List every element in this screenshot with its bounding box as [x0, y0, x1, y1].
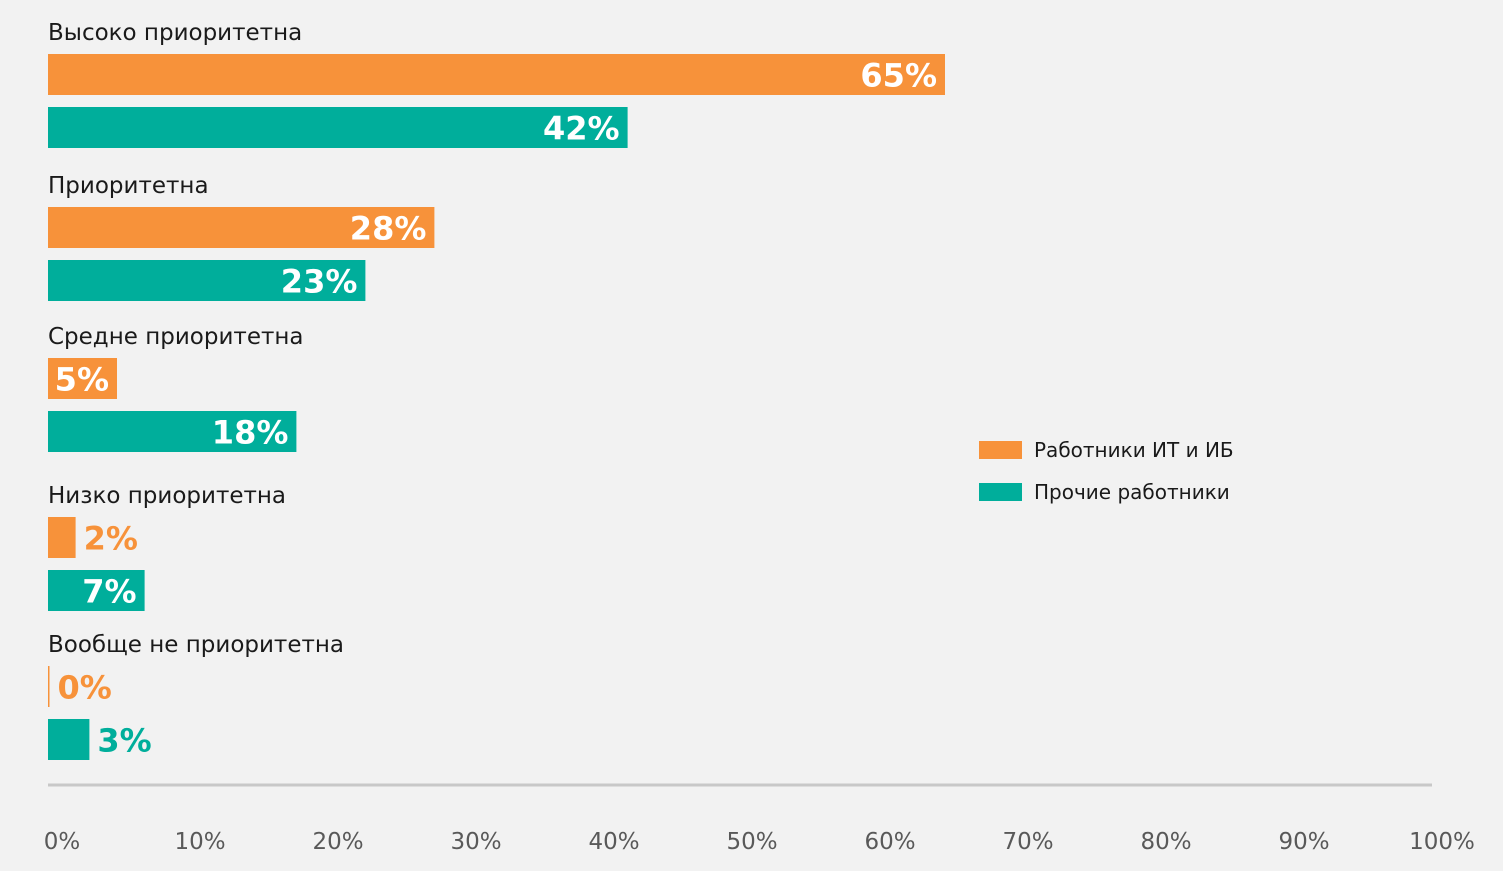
data-label: 23% [281, 263, 358, 301]
bar [48, 54, 945, 95]
legend-label: Прочие работники [1034, 480, 1230, 504]
category-label: Средне приоритетна [48, 324, 304, 350]
x-tick-label: 80% [1140, 829, 1191, 855]
data-label: 7% [82, 573, 136, 611]
x-tick-label: 40% [588, 829, 639, 855]
category-label: Приоритетна [48, 173, 209, 199]
data-label: 5% [55, 361, 109, 399]
x-tick-label: 70% [1002, 829, 1053, 855]
data-label: 3% [97, 722, 151, 760]
data-label: 0% [58, 669, 112, 707]
legend-swatch [979, 483, 1022, 501]
x-tick-label: 0% [44, 829, 81, 855]
category-label: Низко приоритетна [48, 483, 286, 509]
bar [48, 260, 366, 301]
x-tick-label: 30% [450, 829, 501, 855]
x-tick-label: 10% [174, 829, 225, 855]
plot-area: Высоко приоритетна 65% 42% Приоритетна 28% 23… [48, 20, 945, 760]
data-label: 42% [543, 110, 620, 148]
bar [48, 666, 50, 707]
bar [48, 719, 90, 760]
category-label: Вообще не приоритетна [48, 632, 344, 658]
data-label: 18% [212, 414, 289, 452]
legend-label: Работники ИТ и ИБ [1034, 438, 1234, 462]
bar [48, 411, 297, 452]
data-label: 2% [84, 520, 138, 558]
legend: Работники ИТ и ИБ Прочие работники [979, 438, 1234, 504]
x-axis-ticks: 0% 10% 20% 30% 40% 50% 60% 70% 80% 90% 100% [44, 829, 1475, 855]
x-tick-label: 20% [312, 829, 363, 855]
x-tick-label: 100% [1409, 829, 1475, 855]
bar [48, 107, 628, 148]
bar [48, 207, 435, 248]
x-tick-label: 90% [1278, 829, 1329, 855]
x-tick-label: 60% [864, 829, 915, 855]
x-tick-label: 50% [726, 829, 777, 855]
data-label: 65% [860, 57, 937, 95]
category-label: Высоко приоритетна [48, 20, 302, 46]
legend-swatch [979, 441, 1022, 459]
bar [48, 517, 76, 558]
bar [48, 570, 145, 611]
bar [48, 358, 117, 399]
data-label: 28% [350, 210, 427, 248]
